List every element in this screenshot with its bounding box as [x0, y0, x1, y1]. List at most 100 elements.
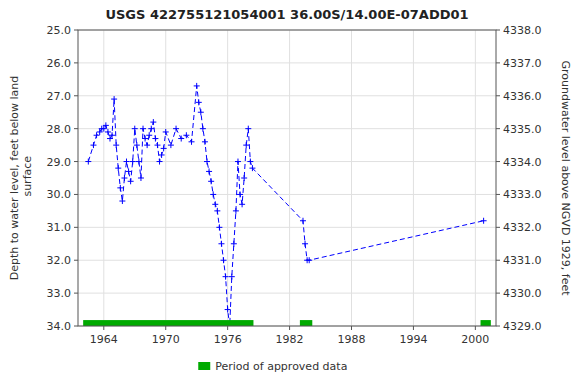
point-marker [126, 168, 132, 174]
grid-line-y [78, 95, 496, 96]
y-tick-label: 31.0 [47, 221, 72, 234]
y2-tick [496, 194, 500, 195]
axes: 196419701976198219881994200025.026.027.0… [47, 24, 542, 346]
point-marker [231, 241, 237, 247]
grid-line-y [78, 227, 496, 228]
point-marker [202, 139, 208, 145]
point-marker [163, 129, 169, 135]
y-tick-label: 29.0 [47, 156, 72, 169]
point-marker [105, 129, 111, 135]
y-axis-label-line: Depth to water level, feet below land [8, 76, 21, 281]
point-marker [198, 109, 204, 115]
point-marker [128, 178, 134, 184]
point-marker [103, 122, 109, 128]
point-marker [138, 175, 144, 181]
point-marker [245, 126, 251, 132]
point-marker [183, 132, 189, 138]
grid-line-x [289, 30, 290, 326]
background [0, 0, 576, 384]
point-marker [225, 307, 231, 313]
x-tick [227, 326, 228, 330]
point-marker [249, 165, 255, 171]
point-marker [241, 175, 247, 181]
point-marker [233, 208, 239, 214]
point-marker [121, 175, 127, 181]
legend: Period of approved data [198, 360, 347, 373]
y-tick [74, 194, 78, 195]
point-marker [178, 136, 184, 142]
point-marker [115, 165, 121, 171]
point-marker [109, 132, 115, 138]
grid-line-x [227, 30, 228, 326]
x-tick-label: 1976 [214, 333, 242, 346]
legend-swatch [198, 362, 210, 370]
y-tick [74, 128, 78, 129]
point-marker [189, 139, 195, 145]
point-marker [206, 168, 212, 174]
y-tick-label: 28.0 [47, 123, 72, 136]
plot-data [83, 83, 491, 326]
plot-frame [78, 30, 496, 326]
y2-tick [496, 260, 500, 261]
point-marker [306, 257, 312, 263]
point-marker [235, 159, 241, 165]
x-tick [475, 326, 476, 330]
x-tick-label: 2000 [461, 333, 489, 346]
grid [78, 30, 496, 326]
y-tick-label: 26.0 [47, 57, 72, 70]
point-marker [94, 132, 100, 138]
x-tick-label: 1982 [276, 333, 304, 346]
point-marker [302, 241, 308, 247]
point-marker [140, 126, 146, 132]
chart: 196419701976198219881994200025.026.027.0… [0, 0, 576, 384]
grid-line-y [78, 293, 496, 294]
point-marker [218, 241, 224, 247]
grid-line-x [103, 30, 104, 326]
point-marker [237, 191, 243, 197]
point-marker [208, 178, 214, 184]
y2-tick-label: 4335.0 [503, 123, 542, 136]
y2-tick [496, 161, 500, 162]
point-marker [247, 159, 253, 165]
y2-tick-label: 4331.0 [503, 254, 542, 267]
approved-period-bar [83, 320, 253, 326]
point-marker [154, 142, 160, 148]
point-marker [146, 132, 152, 138]
point-marker [168, 142, 174, 148]
point-marker [113, 142, 119, 148]
point-marker [173, 126, 179, 132]
y2-tick-label: 4334.0 [503, 156, 542, 169]
point-marker [124, 159, 130, 165]
x-tick [351, 326, 352, 330]
point-marker [239, 201, 245, 207]
point-marker [194, 83, 200, 89]
point-marker [300, 218, 306, 224]
point-marker [90, 142, 96, 148]
approved-period-bar [481, 320, 491, 326]
point-marker [130, 159, 136, 165]
point-marker [111, 96, 117, 102]
grid-line-y [78, 62, 496, 63]
point-marker [144, 142, 150, 148]
x-tick [103, 326, 104, 330]
point-marker [200, 126, 206, 132]
y2-tick-label: 4330.0 [503, 287, 542, 300]
y2-axis-label: Groundwater level above NGVD 1929, feet [559, 60, 572, 296]
y2-tick-label: 4333.0 [503, 188, 542, 201]
y2-tick-label: 4336.0 [503, 90, 542, 103]
point-marker [221, 257, 227, 263]
x-tick-label: 1994 [399, 333, 427, 346]
y-tick [74, 293, 78, 294]
x-tick-label: 1964 [90, 333, 118, 346]
y-tick-label: 27.0 [47, 90, 72, 103]
point-marker [161, 145, 167, 151]
point-marker [142, 136, 148, 142]
y-tick [74, 62, 78, 63]
y2-tick [496, 62, 500, 63]
y-tick [74, 326, 78, 327]
water-level-line [88, 86, 483, 326]
point-marker [212, 201, 218, 207]
y2-tick [496, 30, 500, 31]
x-tick-label: 1970 [152, 333, 180, 346]
grid-line-y [78, 260, 496, 261]
